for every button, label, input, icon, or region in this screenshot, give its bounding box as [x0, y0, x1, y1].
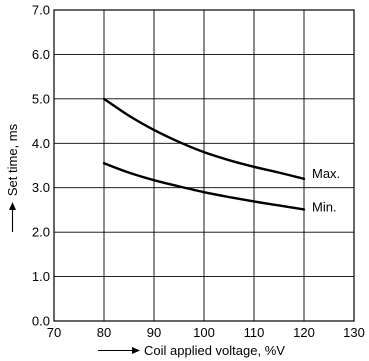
- x-tick-label: 80: [97, 325, 111, 340]
- x-tick-label: 70: [47, 325, 61, 340]
- grid: [54, 10, 354, 321]
- x-axis-label: Coil applied voltage, %V: [144, 343, 285, 358]
- series-label: Min.: [312, 199, 337, 214]
- x-tick-label: 110: [244, 325, 265, 340]
- y-tick-label: 3.0: [32, 180, 50, 195]
- y-tick-label: 1.0: [32, 269, 50, 284]
- series-line-max: [102, 97, 306, 181]
- x-tick-label: 90: [147, 325, 161, 340]
- series-labels: Max. Min.: [312, 166, 340, 215]
- y-tick-label: 6.0: [32, 47, 50, 62]
- x-axis-arrow-head: [132, 347, 140, 354]
- y-axis-arrow-icon: [9, 202, 16, 232]
- y-axis-label: Set time, ms: [5, 123, 20, 196]
- x-tick-label: 130: [343, 325, 365, 340]
- series-group: [102, 97, 306, 211]
- x-tick-label: 120: [293, 325, 315, 340]
- series-line-min: [102, 162, 306, 211]
- y-tick-label: 2.0: [32, 225, 50, 240]
- x-axis-arrow-icon: [98, 347, 140, 354]
- y-tick-label: 5.0: [32, 91, 50, 106]
- x-axis-ticks: 70 80 90 100 110 120 130: [47, 325, 365, 340]
- plot-frame: [53, 9, 355, 322]
- y-tick-label: 7.0: [32, 3, 50, 18]
- x-tick-label: 100: [193, 325, 215, 340]
- y-tick-label: 0.0: [32, 314, 50, 329]
- y-tick-label: 4.0: [32, 136, 50, 151]
- y-axis-ticks: 0.0 1.0 2.0 3.0 4.0 5.0 6.0 7.0: [32, 3, 50, 329]
- y-axis-arrow-head: [9, 202, 16, 210]
- series-label: Max.: [312, 166, 340, 181]
